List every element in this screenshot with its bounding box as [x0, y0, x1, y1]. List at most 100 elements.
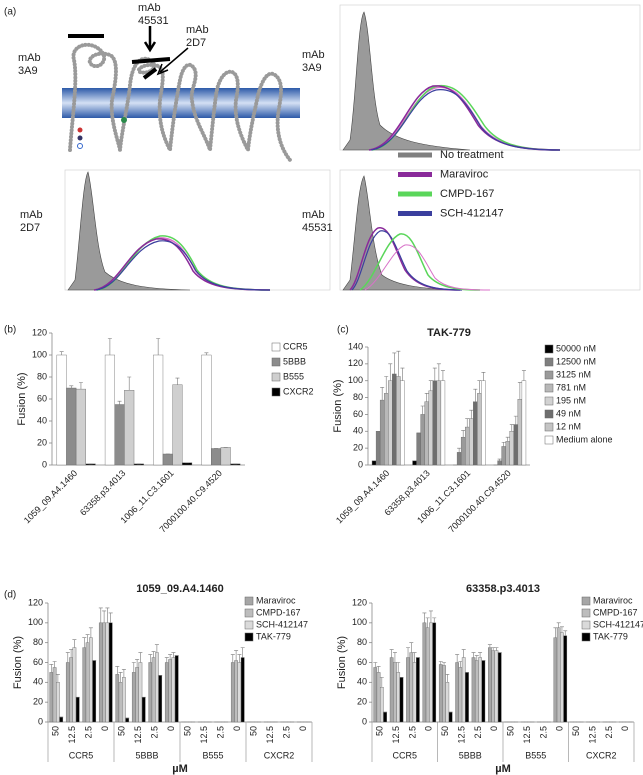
bar: [105, 622, 110, 723]
error-bar: [432, 617, 437, 623]
legend-swatch: [581, 608, 591, 618]
error-bar: [412, 652, 417, 663]
bar: [392, 373, 397, 466]
y-tick-label: 40: [37, 415, 47, 425]
bar: [174, 655, 179, 723]
bar: [477, 393, 482, 466]
bar: [412, 662, 417, 723]
legend-label: TAK-779: [593, 631, 628, 641]
bar: [422, 622, 427, 723]
bar: [400, 380, 405, 466]
error-bar: [204, 352, 209, 355]
error-bar: [135, 659, 140, 668]
x-tick-label: 12.5: [199, 726, 209, 744]
bar: [66, 387, 77, 466]
legend-swatch: [581, 596, 591, 606]
error-bar: [389, 649, 394, 658]
error-bar: [115, 666, 120, 675]
bar: [59, 716, 64, 723]
legend-swatch: [271, 342, 281, 352]
legend-label: 12 nM: [556, 421, 581, 431]
epitope-bar: [131, 57, 171, 64]
bar: [153, 354, 164, 466]
x-tick-label: 12.5: [456, 726, 466, 744]
bar: [481, 660, 486, 723]
error-bar: [400, 367, 405, 381]
x-tick-label: 0: [232, 726, 242, 731]
bar: [162, 453, 173, 466]
bar: [379, 399, 385, 466]
error-bar: [409, 642, 414, 653]
bar: [234, 660, 238, 723]
error-bar: [118, 672, 123, 683]
bar: [172, 384, 183, 466]
receptor-chain: [68, 42, 292, 162]
bar: [124, 390, 135, 466]
bar: [416, 657, 420, 723]
error-bar: [59, 351, 64, 355]
error-bar: [517, 382, 522, 400]
x-tick-label: 12.5: [67, 726, 77, 744]
legend-label: 50000 nM: [556, 343, 596, 353]
bar: [509, 431, 515, 466]
bar: [424, 401, 429, 466]
error-bar: [131, 662, 136, 673]
error-bar: [121, 669, 126, 678]
error-bar: [392, 352, 397, 374]
bar: [501, 446, 506, 466]
y-tick-label: 20: [353, 443, 363, 453]
bar: [425, 627, 430, 723]
legend-label: No treatment: [440, 149, 504, 161]
error-bar: [497, 458, 502, 461]
histogram-curve: [95, 240, 271, 291]
bar: [182, 462, 193, 466]
histogram-curve: [67, 171, 191, 291]
plot-frame: [339, 4, 641, 151]
error-bar: [138, 652, 143, 663]
x-tick-label: 2.5: [473, 726, 483, 739]
bar: [171, 657, 176, 723]
legend-swatch: [544, 409, 554, 419]
y-tick-label: 20: [357, 697, 367, 707]
histogram-curve: [342, 175, 461, 291]
histogram-label: mAb: [302, 209, 325, 221]
bar: [553, 637, 558, 723]
bar: [396, 376, 401, 466]
error-bar: [78, 382, 83, 390]
legend-label: Maraviroc: [593, 595, 633, 605]
histogram-3a9: [339, 4, 641, 151]
bar: [389, 657, 394, 723]
error-bar: [392, 652, 397, 663]
bar: [131, 672, 136, 723]
histogram-label: mAb: [20, 209, 43, 221]
y-tick-label: 40: [357, 677, 367, 687]
y-tick-label: 140: [348, 341, 363, 351]
y-tick-label: 20: [33, 697, 43, 707]
group-label: B555: [525, 750, 546, 760]
group-label: CCR5: [69, 750, 94, 760]
error-bar: [49, 664, 54, 673]
error-bar: [478, 652, 483, 658]
chart-title: 63358.p3.4013: [466, 583, 540, 595]
error-bar: [88, 627, 93, 638]
bar: [383, 711, 387, 723]
error-bar: [474, 655, 479, 661]
diagram-label: mAb: [186, 24, 209, 36]
x-tick-label: 2.5: [84, 726, 94, 739]
error-bar: [175, 377, 180, 385]
error-bar: [164, 657, 169, 663]
bar: [148, 662, 153, 723]
bar: [432, 380, 438, 466]
error-bar: [168, 654, 173, 660]
histogram-label: 45531: [302, 222, 333, 234]
legend-label: CMPD-167: [440, 188, 494, 200]
bar: [201, 354, 212, 466]
legend-label: Maraviroc: [440, 168, 489, 180]
legend-swatch: [544, 435, 554, 445]
error-bar: [171, 652, 176, 658]
x-tick-label: 50: [571, 726, 581, 736]
y-axis-label: Fusion (%): [336, 636, 348, 689]
legend-label: CMPD-167: [256, 607, 301, 617]
bar: [151, 657, 156, 723]
bar: [373, 667, 378, 723]
